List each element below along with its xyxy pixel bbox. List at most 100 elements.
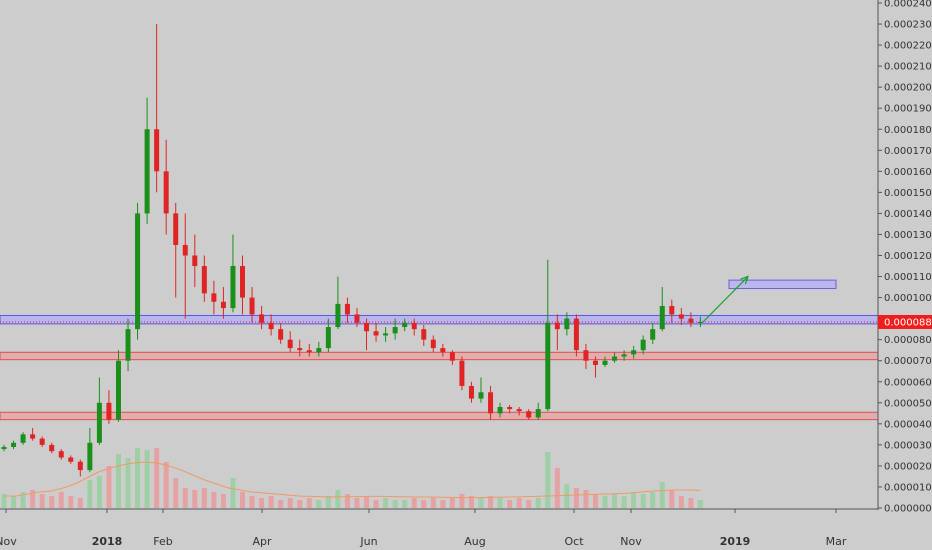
target-box — [728, 279, 837, 290]
volume-bar — [411, 498, 417, 508]
candle-body — [383, 333, 389, 336]
candle-body — [278, 329, 284, 340]
volume-bar — [564, 484, 570, 508]
volume-bar — [192, 490, 198, 508]
volume-bar — [39, 494, 45, 508]
candle-body — [287, 339, 293, 349]
volume-bar — [573, 488, 579, 508]
volume-bar — [449, 498, 455, 508]
volume-bar — [125, 458, 131, 508]
resistance-zone-0 — [0, 314, 879, 325]
last-price-label: 0.000088400 — [884, 317, 932, 328]
volume-bar — [30, 490, 36, 508]
x-axis: Nov 2018 Feb Apr Jun Aug Oct Nov 2019 Mar — [0, 508, 878, 548]
volume-bar — [669, 490, 675, 508]
last-price-tag — [878, 314, 932, 329]
volume-bar — [173, 478, 179, 508]
volume-bar — [697, 500, 703, 508]
volume-bar — [344, 494, 350, 508]
candle-body — [440, 348, 446, 353]
volume-bar — [678, 496, 684, 508]
volume-bar — [592, 494, 598, 508]
candle-body — [68, 457, 74, 462]
volume-bar — [602, 496, 608, 508]
volume-bar — [621, 496, 627, 508]
candle-body — [77, 461, 83, 471]
volume-bar — [583, 490, 589, 508]
candle-body — [11, 442, 17, 447]
y-tick-label: 0.000180000 — [884, 125, 932, 136]
x-tick-label: Nov — [0, 535, 17, 548]
candle-body — [220, 301, 226, 309]
volume-bar — [220, 494, 226, 508]
volume-ma — [4, 461, 701, 499]
volume-bar — [240, 492, 245, 508]
candle-body — [688, 318, 694, 323]
x-tick-label: Jun — [359, 535, 377, 548]
y-tick-label: 0.000160000 — [884, 167, 932, 178]
annotations — [702, 275, 837, 323]
volume-bar — [20, 492, 26, 508]
volume-bar — [68, 496, 74, 508]
candle-body — [430, 339, 436, 349]
support-zone-2 — [0, 411, 879, 421]
y-tick-label: 0.000170000 — [884, 146, 932, 157]
y-tick-label: 0.000070000 — [884, 356, 932, 367]
y-tick-label: 0.000030000 — [884, 440, 932, 451]
volume-bar — [135, 448, 141, 508]
volume-bar — [249, 496, 255, 508]
arrow-head — [740, 275, 749, 285]
volume-bar — [488, 496, 494, 508]
y-tick-label: 0.000020000 — [884, 461, 932, 472]
candle-body — [20, 434, 26, 443]
support-zone-1 — [0, 351, 879, 361]
candle-body — [678, 314, 684, 319]
candle-body — [621, 354, 627, 357]
candle-body — [612, 356, 618, 361]
volume-bar — [182, 488, 188, 508]
volume-bar — [526, 500, 532, 508]
candle-body — [325, 327, 331, 349]
volume-bar — [478, 498, 484, 508]
candle-body — [697, 321, 703, 323]
candle-body — [507, 407, 513, 410]
volume-bar — [268, 496, 274, 508]
y-tick-label: 0.000080000 — [884, 335, 932, 346]
y-tick-label: 0.000120000 — [884, 251, 932, 262]
volume-bar — [354, 498, 360, 508]
volume-bar — [335, 490, 341, 508]
x-tick-label: Mar — [826, 535, 847, 548]
x-tick-label: Aug — [464, 535, 485, 548]
candle-body — [659, 306, 665, 330]
volume-bar — [554, 468, 560, 508]
candle-body — [316, 348, 322, 353]
candle-body — [96, 402, 102, 443]
candle-body — [125, 329, 131, 361]
candle-body — [545, 322, 551, 410]
candle-body — [631, 350, 637, 355]
volume-bar — [316, 500, 322, 508]
candle-body — [602, 360, 608, 365]
volume-bar — [325, 496, 331, 508]
candle-body — [459, 360, 465, 386]
volume-bar — [459, 494, 465, 508]
volume-bar — [11, 496, 17, 508]
candle-body — [402, 322, 408, 328]
volume-bar — [287, 498, 293, 508]
candle-body — [249, 297, 255, 315]
candles — [1, 24, 703, 477]
candle-body — [364, 322, 370, 332]
volume-bar — [383, 498, 389, 508]
y-tick-label: 0.000200000 — [884, 83, 932, 94]
candle-body — [516, 409, 522, 412]
y-tick-label: 0.000220000 — [884, 41, 932, 52]
volume-bar — [211, 492, 217, 508]
x-tick-label: 2018 — [92, 535, 123, 548]
volume-bar — [659, 482, 665, 508]
volume-bar — [144, 450, 150, 508]
volume-bar — [430, 498, 436, 508]
x-tick-label: Nov — [620, 535, 642, 548]
candle-body — [392, 327, 398, 334]
candle-body — [87, 442, 93, 471]
candle-body — [173, 213, 179, 245]
